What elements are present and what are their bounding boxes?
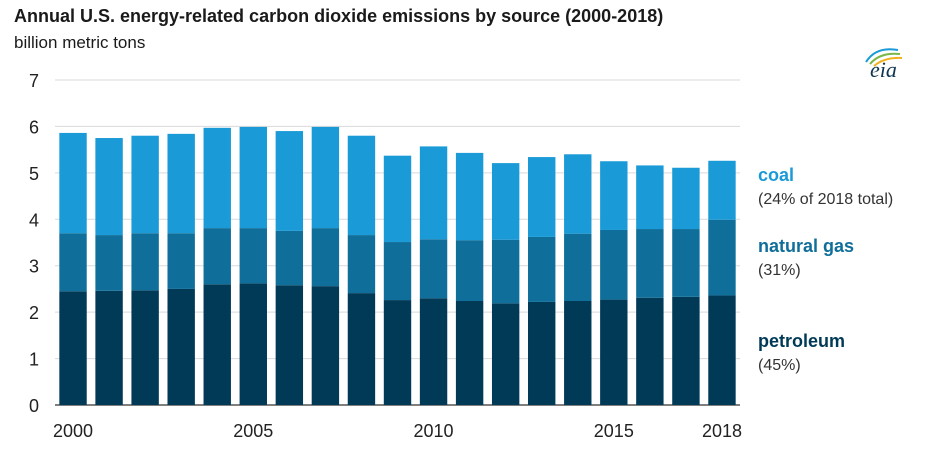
bar-natural-gas-2011 — [455, 240, 484, 301]
y-tick-label: 4 — [29, 210, 39, 230]
bar-natural-gas-2003 — [167, 233, 195, 289]
bar-petroleum-2001 — [95, 290, 123, 405]
bar-coal-2014 — [564, 154, 592, 234]
bar-natural-gas-2009 — [383, 242, 412, 301]
legend-label-petroleum: petroleum — [758, 331, 845, 351]
legend-note-natural_gas: (31%) — [758, 262, 801, 279]
bar-petroleum-2014 — [564, 301, 592, 405]
bar-petroleum-2007 — [311, 286, 340, 405]
bar-coal-2013 — [528, 157, 556, 237]
x-tick-label: 2005 — [233, 421, 273, 441]
bar-petroleum-2011 — [455, 301, 484, 405]
x-tick-label: 2015 — [594, 421, 634, 441]
eia-logo-icon: eia — [865, 48, 903, 80]
bar-natural-gas-2015 — [600, 229, 628, 300]
bar-natural-gas-2010 — [419, 239, 448, 299]
bar-coal-2000 — [59, 132, 87, 234]
bar-petroleum-2006 — [275, 285, 304, 405]
bar-coal-2006 — [275, 131, 304, 231]
y-tick-label: 6 — [29, 117, 39, 137]
svg-text:eia: eia — [870, 57, 897, 80]
bar-coal-2016 — [636, 165, 664, 230]
bar-petroleum-2016 — [636, 297, 664, 405]
y-tick-label: 7 — [29, 71, 39, 91]
bars — [59, 126, 736, 405]
bar-natural-gas-2007 — [311, 228, 340, 287]
bar-coal-2001 — [95, 138, 123, 236]
bar-natural-gas-2006 — [275, 230, 304, 286]
bar-natural-gas-2018 — [708, 219, 736, 296]
y-axis-ticks: 0 1 2 3 4 5 6 7 — [29, 71, 39, 416]
legend-label-natural_gas: natural gas — [758, 236, 854, 256]
y-tick-label: 5 — [29, 164, 39, 184]
bar-coal-2010 — [419, 146, 448, 240]
bar-natural-gas-2008 — [347, 235, 376, 294]
bar-coal-2008 — [347, 135, 376, 236]
bar-petroleum-2002 — [131, 290, 159, 405]
x-tick-label: 2000 — [53, 421, 93, 441]
bar-natural-gas-2004 — [203, 228, 231, 285]
bar-natural-gas-2016 — [636, 229, 664, 298]
bar-petroleum-2012 — [491, 303, 520, 405]
bar-coal-2002 — [131, 135, 159, 234]
bar-natural-gas-2014 — [564, 233, 592, 301]
bar-petroleum-2018 — [708, 295, 736, 405]
bar-coal-2005 — [239, 126, 267, 229]
bar-petroleum-2010 — [419, 298, 448, 405]
legend-note-coal: (24% of 2018 total) — [758, 191, 893, 208]
x-tick-label: 2018 — [702, 421, 742, 441]
y-tick-label: 2 — [29, 303, 39, 323]
bar-coal-2015 — [600, 161, 628, 230]
y-tick-label: 3 — [29, 257, 39, 277]
bar-coal-2012 — [491, 163, 520, 240]
bar-natural-gas-2005 — [239, 228, 267, 284]
y-tick-label: 0 — [29, 396, 39, 416]
bar-petroleum-2000 — [59, 291, 87, 405]
bar-coal-2009 — [383, 155, 412, 243]
bar-coal-2018 — [708, 160, 736, 220]
chart-title: Annual U.S. energy-related carbon dioxid… — [14, 6, 664, 26]
bar-natural-gas-2017 — [672, 229, 700, 297]
legend-label-coal: coal — [758, 165, 794, 185]
bar-petroleum-2004 — [203, 284, 231, 405]
bar-natural-gas-2002 — [131, 233, 159, 291]
bar-coal-2007 — [311, 126, 340, 229]
bar-natural-gas-2012 — [491, 239, 520, 304]
legend-note-petroleum: (45%) — [758, 357, 801, 374]
y-tick-label: 1 — [29, 350, 39, 370]
bar-petroleum-2003 — [167, 288, 195, 405]
legend: coal (24% of 2018 total) natural gas (31%) p… — [758, 165, 893, 374]
bar-petroleum-2015 — [600, 299, 628, 405]
bar-petroleum-2008 — [347, 293, 376, 405]
bar-natural-gas-2001 — [95, 235, 123, 291]
bar-petroleum-2017 — [672, 296, 700, 405]
bar-petroleum-2009 — [383, 300, 412, 405]
bar-natural-gas-2000 — [59, 233, 87, 292]
bar-coal-2004 — [203, 127, 231, 229]
chart-subtitle: billion metric tons — [14, 33, 146, 52]
bar-petroleum-2013 — [528, 301, 556, 405]
x-tick-label: 2010 — [414, 421, 454, 441]
bar-natural-gas-2013 — [528, 236, 556, 302]
bar-petroleum-2005 — [239, 283, 267, 405]
bar-coal-2011 — [455, 152, 484, 241]
bar-coal-2017 — [672, 167, 700, 230]
bar-coal-2003 — [167, 133, 195, 234]
x-axis-ticks: 2000 2005 2010 2015 2018 — [53, 421, 742, 441]
